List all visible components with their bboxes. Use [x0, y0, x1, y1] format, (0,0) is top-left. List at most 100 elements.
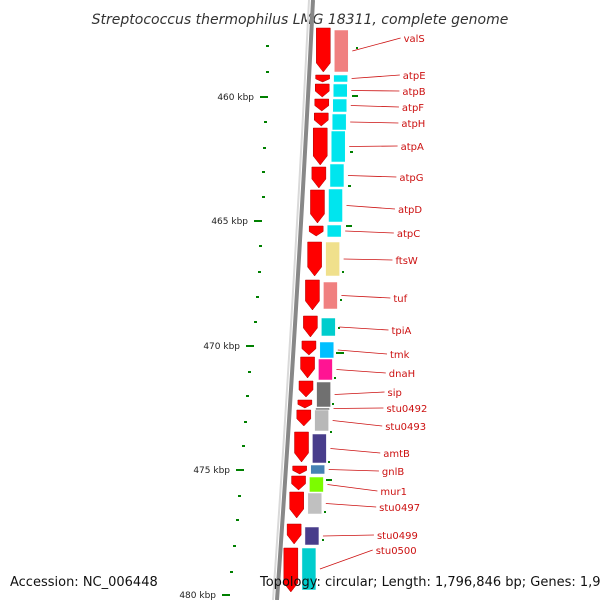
gene-label-stu0492: stu0492 [386, 404, 427, 415]
forward-gene-arrow-0 [316, 27, 331, 73]
forward-gene-arrow-10 [305, 279, 320, 311]
forward-gene-arrow-5 [312, 127, 328, 166]
forward-gene-arrow-20 [289, 491, 304, 519]
gene-box-stu0500 [301, 547, 317, 591]
kbp-scale: 460 kbp 465 kbp 470 kbp 475 kbp 480 kbp [179, 45, 269, 600]
gene-label-leader-atpF [350, 105, 399, 108]
map-title: Streptococcus thermophilus LMG 18311, co… [92, 12, 509, 28]
gene-label-atpC: atpC [397, 229, 420, 240]
accession-text: Accession: NC_006448 [10, 575, 158, 590]
gene-labels: valS atpE atpB atpF atpH atpA atpG atpD atpC ftsW… [319, 34, 427, 570]
gene-label-atpE: atpE [403, 71, 426, 82]
gene-label-leader-atpA [349, 145, 398, 147]
gene-label-leader-atpG [347, 175, 397, 178]
gene-box-mur1 [309, 476, 324, 493]
gene-box-stu0492 [315, 407, 330, 411]
gene-label-tuf: tuf [393, 294, 407, 305]
gene-box-stu0497 [307, 492, 323, 515]
forward-gene-arrow-11 [303, 315, 318, 338]
scale-label-0: 460 kbp [217, 93, 254, 103]
gc-skew-ticks [322, 47, 358, 541]
gene-label-ftsW: ftsW [395, 256, 417, 267]
colored-gene-track [301, 29, 349, 591]
forward-gene-arrow-8 [308, 225, 324, 237]
scale-label-2: 470 kbp [203, 342, 240, 352]
gene-label-valS: valS [404, 34, 425, 45]
forward-gene-arrow-21 [286, 523, 302, 545]
gene-box-tmk [319, 341, 335, 359]
gene-box-stu0493 [314, 409, 329, 432]
gene-box-atpG [329, 163, 345, 188]
forward-gene-arrow-6 [311, 166, 327, 189]
gene-label-leader-tpiA [339, 326, 389, 331]
gene-label-leader-stu0499 [322, 534, 374, 537]
gene-label-leader-valS [352, 37, 401, 52]
gene-label-mur1: mur1 [380, 487, 407, 498]
gene-label-leader-atpE [351, 74, 400, 79]
forward-gene-arrow-16 [296, 409, 312, 427]
gene-label-atpA: atpA [401, 142, 424, 153]
gene-label-leader-stu0500 [319, 549, 373, 570]
gene-box-atpH [331, 113, 347, 131]
gene-box-valS [334, 29, 349, 73]
genome-backbone [272, 0, 315, 600]
scale-label-3: 475 kbp [193, 466, 230, 476]
gene-box-atpC [326, 224, 342, 238]
gene-label-dnaH: dnaH [389, 369, 415, 380]
gene-label-leader-gnlB [328, 469, 379, 472]
gene-label-leader-tuf [341, 295, 391, 299]
forward-strand-genes [283, 27, 331, 593]
gene-label-leader-atpB [351, 90, 400, 92]
gene-label-gnlB: gnlB [382, 467, 404, 478]
gene-label-leader-atpH [350, 121, 399, 124]
forward-gene-arrow-12 [301, 340, 317, 356]
gene-box-stu0499 [304, 526, 320, 546]
gene-label-sip: sip [388, 388, 402, 399]
gene-label-stu0500: stu0500 [376, 546, 417, 557]
forward-gene-arrow-19 [291, 475, 306, 491]
gene-label-leader-ftsW [343, 258, 393, 261]
forward-gene-arrow-2 [315, 83, 330, 98]
gene-label-amtB: amtB [383, 449, 410, 460]
gene-label-atpD: atpD [398, 205, 422, 216]
gene-label-leader-atpD [346, 205, 395, 210]
gene-box-tuf [323, 281, 338, 310]
gene-label-leader-tmk [337, 349, 388, 355]
gene-label-leader-stu0492 [333, 407, 384, 409]
forward-gene-arrow-9 [307, 241, 322, 277]
gene-label-stu0497: stu0497 [379, 503, 420, 514]
forward-gene-arrow-18 [292, 465, 307, 475]
forward-gene-arrow-7 [310, 189, 325, 224]
gene-label-stu0493: stu0493 [385, 422, 426, 433]
gene-box-atpF [332, 98, 348, 113]
forward-gene-arrow-4 [314, 112, 329, 127]
gene-box-atpA [330, 130, 346, 163]
gene-box-amtB [312, 433, 327, 464]
gene-box-tpiA [321, 317, 336, 337]
gene-box-atpD [328, 188, 343, 223]
gene-label-leader-stu0493 [332, 420, 383, 427]
gene-label-tpiA: tpiA [391, 326, 411, 337]
gene-box-atpB [333, 83, 348, 98]
gene-box-sip [316, 381, 331, 408]
gene-label-leader-dnaH [336, 369, 386, 374]
gene-label-stu0499: stu0499 [377, 531, 418, 542]
gene-label-atpH: atpH [401, 119, 425, 130]
forward-gene-arrow-15 [297, 399, 313, 409]
gene-label-leader-sip [334, 391, 385, 395]
forward-gene-arrow-3 [314, 98, 330, 112]
gene-label-leader-stu0497 [325, 503, 377, 508]
scale-label-4: 480 kbp [179, 591, 216, 600]
forward-gene-arrow-13 [300, 356, 315, 379]
gene-label-leader-amtB [330, 448, 381, 454]
gene-box-ftsW [325, 241, 340, 277]
gene-label-atpB: atpB [402, 87, 425, 98]
gene-label-atpF: atpF [402, 103, 424, 114]
forward-gene-arrow-14 [298, 380, 314, 398]
gene-box-gnlB [310, 464, 325, 475]
forward-gene-arrow-22 [283, 547, 299, 593]
gene-box-dnaH [318, 358, 333, 381]
gene-label-leader-atpC [345, 230, 394, 234]
gene-label-leader-mur1 [327, 484, 378, 492]
